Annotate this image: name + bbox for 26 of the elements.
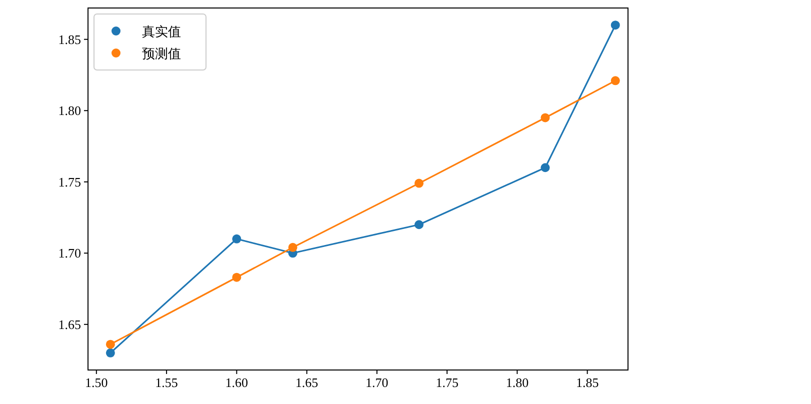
point — [106, 348, 115, 358]
y-tick-label: 1.70 — [58, 246, 81, 261]
point — [414, 220, 424, 230]
y-tick-label: 1.80 — [58, 103, 81, 118]
legend-label: 真实值 — [142, 24, 181, 39]
y-tick-label: 1.85 — [58, 32, 81, 47]
x-tick-label: 1.50 — [85, 375, 108, 390]
point — [414, 178, 424, 188]
x-tick-label: 1.55 — [155, 375, 178, 390]
point — [106, 340, 115, 349]
x-tick-label: 1.80 — [506, 375, 529, 390]
point — [232, 272, 242, 282]
point — [610, 20, 620, 30]
point — [540, 113, 550, 122]
x-tick-label: 1.75 — [436, 375, 458, 390]
x-tick-label: 1.65 — [295, 375, 318, 390]
point — [540, 163, 550, 172]
legend-label: 预测值 — [142, 46, 181, 61]
point — [288, 242, 298, 252]
x-tick-label: 1.60 — [225, 375, 248, 390]
point — [232, 234, 242, 244]
y-tick-label: 1.75 — [58, 174, 81, 190]
y-tick-label: 1.65 — [58, 316, 81, 332]
x-tick-label: 1.70 — [366, 375, 388, 390]
x-tick-label: 1.85 — [576, 375, 599, 390]
point — [610, 76, 620, 86]
